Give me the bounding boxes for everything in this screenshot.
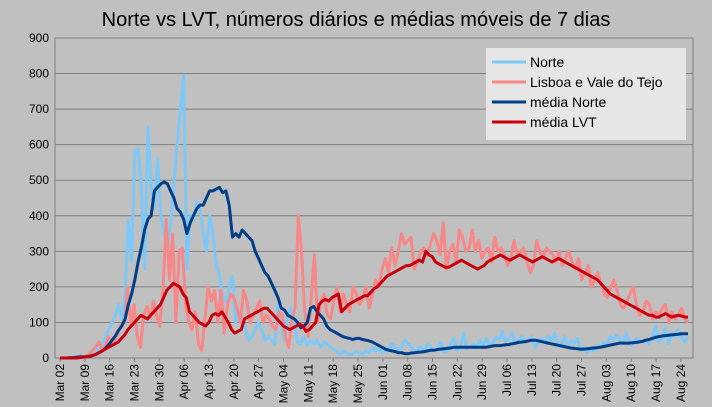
x-tick-label: Mar 09 — [78, 364, 92, 402]
x-tick-label: Jun 29 — [475, 364, 489, 400]
y-tick-label: 800 — [29, 67, 49, 81]
x-tick-label: Jun 08 — [401, 364, 415, 400]
x-tick-label: Jul 27 — [575, 364, 589, 396]
y-tick-label: 300 — [29, 244, 49, 258]
y-tick-label: 900 — [29, 31, 49, 45]
x-tick-label: Jun 15 — [426, 364, 440, 400]
x-tick-label: Apr 20 — [227, 364, 241, 400]
x-tick-label: Aug 24 — [674, 364, 688, 402]
series-line-2 — [60, 214, 690, 360]
x-tick-label: Jul 13 — [525, 364, 539, 396]
x-tick-label: May 25 — [351, 364, 365, 404]
legend-label: média LVT — [530, 114, 597, 130]
x-axis: Mar 02 Mar 09 Mar 16 Mar 23 Mar 30 Apr 06 Apr … — [53, 358, 688, 403]
y-tick-label: 100 — [29, 315, 49, 329]
x-tick-label: Aug 10 — [624, 364, 638, 402]
series-line-3 — [60, 180, 688, 360]
x-tick-label: Apr 13 — [202, 364, 216, 400]
x-tick-label: Jul 06 — [500, 364, 514, 396]
x-tick-label: May 18 — [326, 364, 340, 404]
series-line-4 — [60, 249, 688, 360]
y-axis: 0 100 200 300 400 500 600 700 800 900 — [29, 31, 49, 365]
x-tick-label: May 11 — [301, 364, 315, 403]
x-tick-label: Mar 16 — [103, 364, 117, 402]
x-tick-label: Mar 02 — [53, 364, 67, 402]
chart-title: Norte vs LVT, números diários e médias m… — [102, 9, 611, 31]
y-tick-label: 200 — [29, 280, 49, 294]
x-tick-label: Jun 22 — [450, 364, 464, 400]
legend-label: média Norte — [530, 94, 606, 110]
x-tick-label: Aug 03 — [599, 364, 613, 402]
x-tick-label: Apr 27 — [252, 364, 266, 400]
series-group — [60, 73, 690, 360]
y-tick-label: 0 — [42, 351, 49, 365]
x-tick-label: Aug 17 — [649, 364, 663, 402]
y-tick-label: 500 — [29, 173, 49, 187]
legend: Norte Lisboa e Vale do Tejo média Norte méd… — [486, 48, 686, 140]
x-tick-label: Jun 01 — [376, 364, 390, 400]
y-tick-label: 400 — [29, 209, 49, 223]
legend-label: Norte — [530, 54, 564, 70]
x-tick-label: Apr 06 — [177, 364, 191, 400]
x-tick-label: May 04 — [277, 364, 291, 404]
x-tick-label: Mar 23 — [128, 364, 142, 402]
legend-label: Lisboa e Vale do Tejo — [530, 74, 663, 90]
y-tick-label: 700 — [29, 102, 49, 116]
x-tick-label: Mar 30 — [152, 364, 166, 402]
x-tick-label: Jul 20 — [550, 364, 564, 396]
y-tick-label: 600 — [29, 138, 49, 152]
